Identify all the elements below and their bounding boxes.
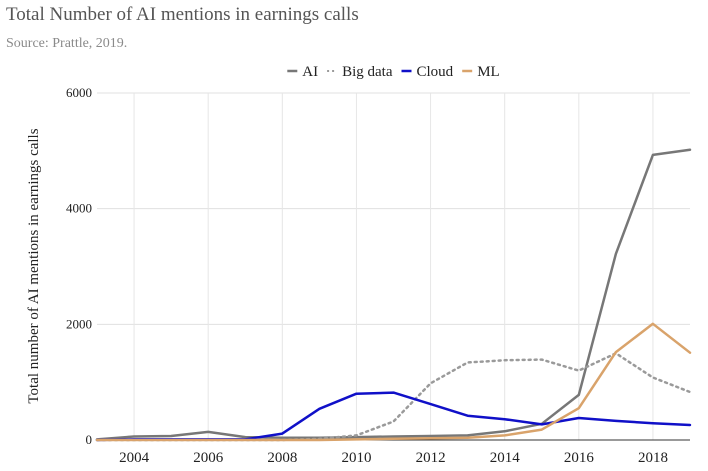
series-line-big-data bbox=[95, 352, 692, 442]
series-lines bbox=[95, 148, 692, 442]
legend: AI Big data Cloud ML bbox=[287, 64, 500, 80]
legend-item-ml: ML bbox=[462, 64, 500, 80]
x-tick-label: 2016 bbox=[564, 450, 595, 466]
series-line-ai bbox=[95, 148, 692, 441]
x-tick-label: 2012 bbox=[416, 450, 446, 466]
x-tick-label: 2018 bbox=[638, 450, 668, 466]
chart-title: Total Number of AI mentions in earnings … bbox=[6, 4, 359, 25]
y-tick-label: 6000 bbox=[66, 85, 92, 100]
legend-label: Big data bbox=[342, 64, 393, 80]
x-tick-label: 2006 bbox=[193, 450, 224, 466]
series-line-cloud bbox=[95, 391, 692, 442]
y-tick-label: 2000 bbox=[66, 316, 92, 331]
legend-item-ai: AI bbox=[287, 64, 318, 80]
y-tick-label: 4000 bbox=[66, 201, 92, 216]
x-tick-label: 2014 bbox=[490, 450, 521, 466]
chart-source: Source: Prattle, 2019. bbox=[6, 36, 128, 51]
y-tick-label: 0 bbox=[86, 432, 93, 447]
axes: 0 2000 4000 6000 2004 2006 2008 2010 2012 2014 201… bbox=[66, 85, 690, 466]
x-tick-label: 2004 bbox=[119, 450, 150, 466]
legend-item-big-data: Big data bbox=[327, 64, 393, 80]
x-tick-label: 2010 bbox=[341, 450, 371, 466]
legend-item-cloud: Cloud bbox=[401, 64, 454, 80]
series-line-ml bbox=[95, 322, 692, 442]
legend-label: AI bbox=[302, 64, 318, 80]
x-tick-label: 2008 bbox=[267, 450, 297, 466]
legend-label: ML bbox=[477, 64, 500, 80]
gridlines bbox=[97, 92, 690, 440]
legend-label: Cloud bbox=[417, 64, 454, 80]
y-axis-title: Total number of AI mentions in earnings … bbox=[26, 128, 42, 403]
